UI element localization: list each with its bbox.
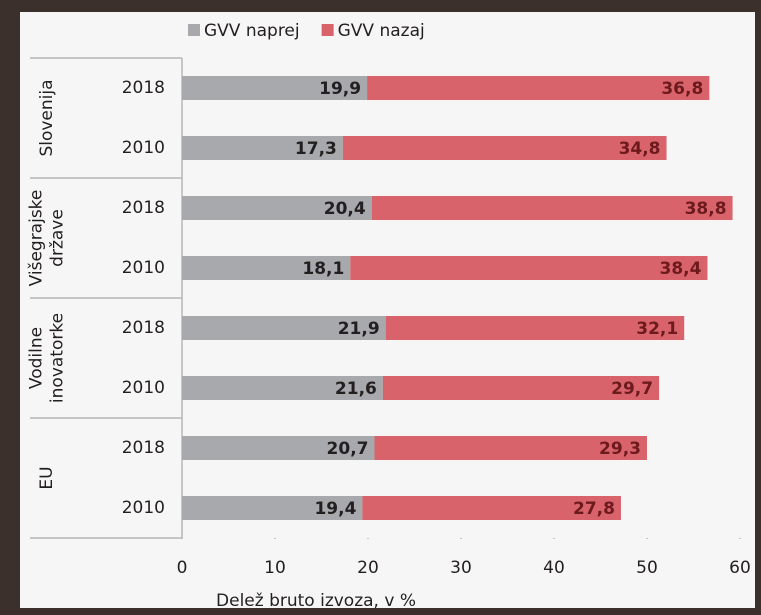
value-label: 27,8 (573, 499, 615, 519)
bar-segment (182, 136, 343, 160)
x-tick-label: 20 (357, 558, 379, 578)
bar-segment (350, 256, 708, 280)
y-tick-label: 2010 (122, 258, 165, 278)
y-tick-label: 2018 (122, 78, 165, 98)
x-tick-label: 0 (177, 558, 188, 578)
bar-segment (382, 376, 660, 400)
value-label: 29,7 (611, 379, 653, 399)
value-label: 19,9 (319, 79, 361, 99)
bar-segment (182, 496, 363, 520)
value-label: 19,4 (314, 499, 356, 519)
x-tick-label: 50 (636, 558, 658, 578)
bar-segment (374, 436, 647, 460)
bar-segment (182, 256, 351, 280)
y-tick-label: 2018 (122, 318, 165, 338)
y-tick-label: 2010 (122, 138, 165, 158)
legend-swatch (321, 24, 334, 36)
bar-segment (182, 76, 368, 100)
value-label: 20,4 (324, 199, 366, 219)
legend-label: GVV naprej (204, 21, 300, 41)
bar-segment (342, 136, 667, 160)
x-tick-label: 30 (450, 558, 472, 578)
group-label: Višegrajske (27, 190, 47, 287)
group-label: Slovenija (37, 79, 57, 156)
value-label: 38,8 (685, 199, 727, 219)
x-tick-label: 60 (729, 558, 751, 578)
y-tick-label: 2018 (122, 198, 165, 218)
x-axis-label: Delež bruto izvoza, v % (216, 591, 416, 611)
y-tick-label: 2010 (122, 498, 165, 518)
value-label: 17,3 (295, 139, 337, 159)
y-tick-label: 2018 (122, 438, 165, 458)
bar-segment (182, 376, 383, 400)
value-label: 21,6 (335, 379, 377, 399)
value-label: 36,8 (661, 79, 703, 99)
value-label: 32,1 (636, 319, 678, 339)
bar-segment (385, 316, 685, 340)
bar-segment (371, 196, 733, 220)
x-tick-label: 40 (543, 558, 565, 578)
value-label: 20,7 (327, 439, 369, 459)
value-label: 29,3 (599, 439, 641, 459)
value-label: 21,9 (338, 319, 380, 339)
group-label: Vodilne (27, 327, 47, 389)
group-label: inovatorke (48, 313, 68, 403)
value-label: 18,1 (302, 259, 344, 279)
group-label: države (48, 209, 68, 267)
value-label: 38,4 (659, 259, 701, 279)
y-tick-label: 2010 (122, 378, 165, 398)
group-label: EU (37, 466, 57, 489)
bar-segment (362, 496, 621, 520)
legend-swatch (188, 24, 200, 36)
bar-segment (182, 316, 386, 340)
x-tick-label: 10 (264, 558, 286, 578)
bar-segment (367, 76, 710, 100)
legend-label: GVV nazaj (338, 21, 425, 41)
bar-segment (182, 436, 375, 460)
bar-segment (182, 196, 372, 220)
value-label: 34,8 (619, 139, 661, 159)
